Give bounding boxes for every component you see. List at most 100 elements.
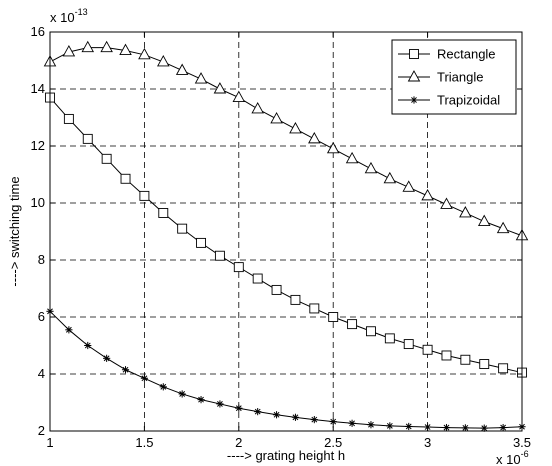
triangle-marker [421, 188, 434, 201]
triangle-marker [459, 206, 472, 218]
star-stroke [405, 423, 412, 430]
star-marker [121, 366, 130, 374]
triangle-marker [477, 214, 491, 226]
star-marker [291, 413, 300, 421]
star-marker [216, 400, 224, 408]
legend: Rectangle Triangle Trapizoidal [391, 39, 517, 115]
series-triangle [43, 40, 529, 241]
star-stroke [330, 418, 337, 425]
y-exponent-label: x 10-13 [50, 7, 88, 25]
y-tick-label: 10 [31, 195, 45, 210]
square-marker [479, 359, 490, 369]
triangle-marker [440, 197, 453, 209]
star-stroke [500, 424, 507, 431]
triangle-marker [364, 161, 378, 174]
star-marker [348, 419, 356, 427]
y-tick-label: 2 [38, 423, 45, 438]
star-stroke [217, 401, 223, 407]
y-tick-label: 12 [31, 138, 45, 153]
triangle-marker [251, 102, 264, 114]
triangle-marker [213, 82, 227, 94]
triangle-marker [308, 131, 321, 144]
square-marker [63, 113, 74, 124]
square-marker [177, 223, 188, 234]
y-exponent-base: x 10 [50, 10, 75, 25]
star-marker [103, 354, 111, 362]
x-tick-label: 3 [424, 435, 431, 450]
triangle-marker [138, 47, 151, 60]
y-exponent-power: -13 [75, 7, 88, 17]
star-marker [140, 374, 148, 382]
series-trapizoidal [46, 307, 526, 432]
star-stroke [235, 405, 242, 412]
triangle-marker [326, 141, 340, 154]
square-marker [460, 354, 471, 365]
square-marker [328, 312, 339, 322]
star-stroke [103, 355, 110, 362]
x-tick-label: 1 [46, 435, 53, 450]
triangle-marker [345, 151, 359, 164]
star-marker [84, 341, 92, 350]
triangle-marker [62, 45, 76, 57]
triangle-marker [407, 70, 421, 82]
square-marker [422, 344, 433, 355]
square-marker [158, 208, 169, 218]
y-tick-label: 16 [31, 24, 45, 39]
square-marker [120, 173, 131, 184]
star-stroke [368, 421, 374, 428]
star-stroke [179, 391, 186, 397]
square-marker [366, 326, 376, 337]
square-marker [214, 250, 225, 261]
legend-label: Triangle [437, 70, 483, 85]
star-stroke [411, 97, 417, 103]
star-marker [461, 424, 469, 432]
legend-label: Rectangle [437, 47, 496, 62]
star-marker [159, 383, 167, 391]
star-marker [329, 417, 337, 426]
triangle-marker [496, 221, 510, 234]
triangle-marker [402, 180, 415, 192]
star-stroke [481, 425, 488, 432]
x-exponent-label: x 10-6 [496, 449, 529, 466]
star-stroke [84, 342, 91, 349]
legend-label: Trapizoidal [437, 93, 500, 108]
square-marker [233, 262, 244, 273]
star-marker [65, 326, 73, 334]
series-group [43, 40, 529, 432]
star-marker [367, 421, 375, 429]
square-marker [271, 284, 282, 295]
square-marker [252, 273, 263, 284]
star-stroke [160, 383, 167, 390]
star-stroke [292, 414, 299, 421]
plot-frame [49, 31, 523, 432]
star-marker [499, 423, 507, 432]
star-stroke [462, 424, 469, 431]
triangle-marker [270, 111, 283, 124]
square-marker [498, 363, 509, 374]
square-marker [139, 190, 150, 201]
star-stroke [122, 366, 129, 373]
square-marker [347, 319, 358, 330]
legend-item-rectangle: Rectangle [398, 47, 496, 62]
star-stroke [141, 375, 148, 382]
star-marker [442, 423, 451, 432]
star-stroke [254, 408, 261, 415]
triangle-marker [289, 121, 302, 134]
star-marker [254, 408, 262, 416]
triangle-marker [119, 43, 132, 55]
triangle-marker [383, 171, 397, 184]
legend-item-trapizoidal: Trapizoidal [398, 93, 500, 108]
y-tick-label: 8 [38, 252, 45, 267]
x-exponent-power: -6 [521, 449, 529, 459]
x-axis-label: ----> grating height h [227, 448, 345, 463]
square-marker [101, 153, 112, 164]
x-tick-label: 1.5 [135, 435, 153, 450]
y-tick-label: 6 [38, 309, 45, 324]
square-marker [403, 339, 414, 350]
y-tick-label: 4 [38, 366, 45, 381]
square-marker [384, 333, 395, 344]
square-marker [409, 49, 419, 59]
star-stroke [349, 420, 355, 427]
star-stroke [198, 396, 204, 403]
